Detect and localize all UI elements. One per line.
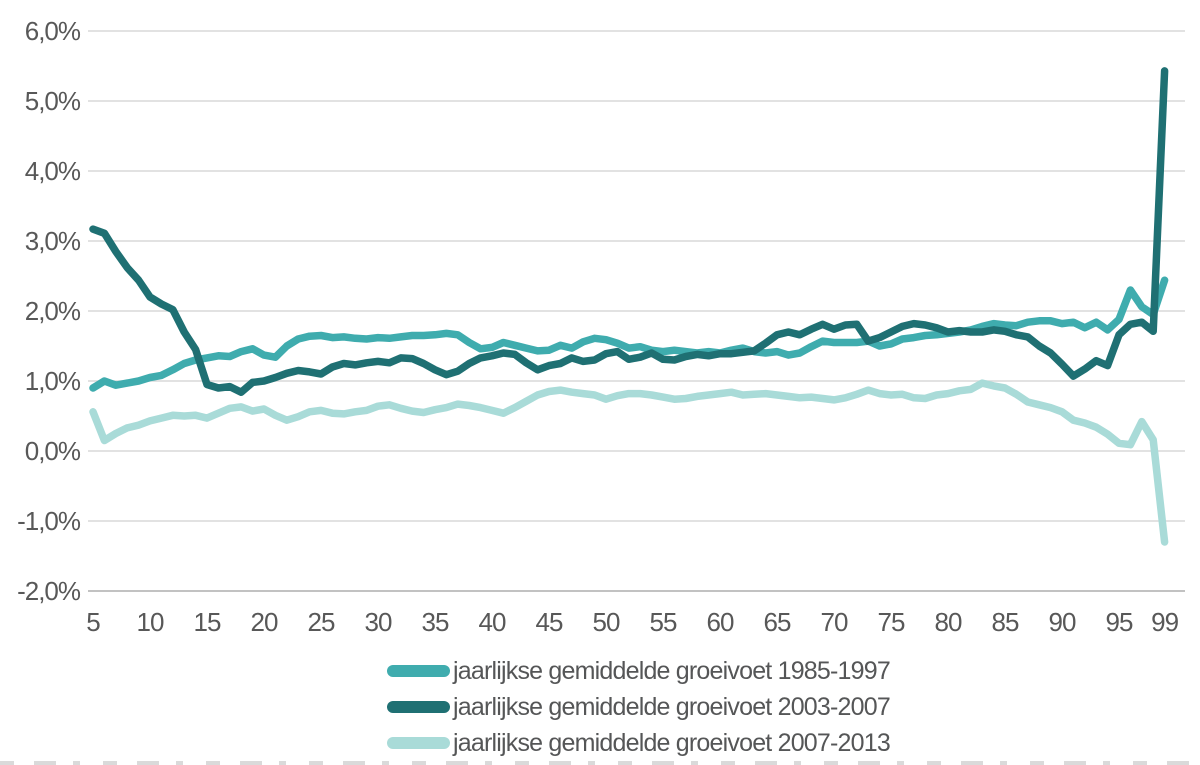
legend-item: jaarlijkse gemiddelde groeivoet 2007-201…: [387, 725, 891, 761]
x-tick-label: 55: [650, 607, 677, 637]
x-tick-label: 85: [992, 607, 1019, 637]
x-tick-label: 10: [137, 607, 164, 637]
y-tick-label: 3,0%: [25, 226, 81, 256]
x-tick-label: 60: [707, 607, 734, 637]
x-tick-label: 20: [251, 607, 278, 637]
legend-swatch-icon: [387, 665, 450, 677]
legend-label: jaarlijkse gemiddelde groeivoet 2007-201…: [453, 728, 891, 757]
chart-legend: jaarlijkse gemiddelde groeivoet 1985-199…: [387, 653, 891, 761]
legend-item: jaarlijkse gemiddelde groeivoet 2003-200…: [387, 689, 891, 725]
x-tick-label: 99: [1151, 607, 1178, 637]
legend-label: jaarlijkse gemiddelde groeivoet 2003-200…: [453, 692, 891, 721]
x-tick-label: 35: [422, 607, 449, 637]
plot-area: 6,0% 5,0% 4,0% 3,0% 2,0% 1,0% 0,0% -1,0% -2,0%5 1…: [17, 16, 1185, 637]
series-line-2: [89, 67, 1169, 396]
legend-item: jaarlijkse gemiddelde groeivoet 1985-199…: [387, 653, 891, 689]
x-tick-label: 25: [308, 607, 335, 637]
y-tick-label: 1,0%: [25, 366, 81, 396]
y-tick-label: 0,0%: [25, 436, 81, 466]
x-tick-label: 65: [764, 607, 791, 637]
y-tick-label: -2,0%: [17, 576, 81, 606]
legend-label: jaarlijkse gemiddelde groeivoet 1985-199…: [453, 656, 891, 685]
x-tick-label: 15: [194, 607, 221, 637]
legend-swatch-icon: [387, 737, 450, 749]
y-tick-label: 4,0%: [25, 156, 81, 186]
x-tick-label: 30: [365, 607, 392, 637]
series-line-3: [89, 379, 1169, 546]
x-tick-label: 70: [821, 607, 848, 637]
legend-swatch-icon: [387, 701, 450, 713]
x-tick-label: 80: [935, 607, 962, 637]
y-tick-label: 5,0%: [25, 86, 81, 116]
x-tick-label: 75: [878, 607, 905, 637]
series-line-1: [89, 276, 1169, 392]
x-tick-label: 95: [1106, 607, 1133, 637]
y-tick-label: 2,0%: [25, 296, 81, 326]
x-tick-label: 5: [86, 607, 100, 637]
x-tick-label: 90: [1049, 607, 1076, 637]
y-tick-label: -1,0%: [17, 506, 81, 536]
y-tick-label: 6,0%: [25, 16, 81, 46]
cropped-caption-artifact: [0, 761, 1200, 765]
x-tick-label: 45: [536, 607, 563, 637]
x-tick-label: 50: [593, 607, 620, 637]
x-tick-label: 40: [479, 607, 506, 637]
